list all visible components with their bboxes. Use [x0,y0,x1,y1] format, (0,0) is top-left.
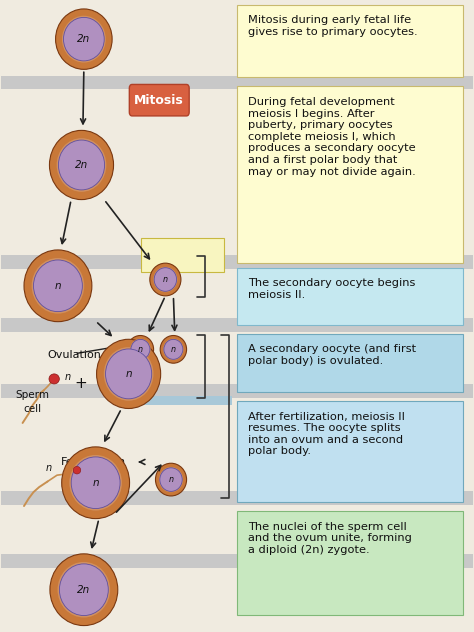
Ellipse shape [160,468,182,491]
FancyBboxPatch shape [141,238,224,272]
Text: +: + [74,377,87,391]
Text: n: n [125,369,132,379]
Text: n: n [92,478,99,488]
Ellipse shape [57,562,110,617]
Ellipse shape [155,463,187,496]
Ellipse shape [64,18,104,61]
Text: Fertilization: Fertilization [61,457,126,467]
Ellipse shape [150,263,181,296]
Text: 2n: 2n [77,34,91,44]
FancyBboxPatch shape [237,511,463,615]
Ellipse shape [154,268,177,291]
Ellipse shape [62,447,129,519]
Text: A secondary oocyte (and first
polar body) is ovulated.: A secondary oocyte (and first polar body… [248,344,416,366]
FancyBboxPatch shape [237,4,463,77]
Ellipse shape [62,16,106,63]
FancyBboxPatch shape [237,87,463,262]
Ellipse shape [49,130,114,200]
Text: Ovulation: Ovulation [47,350,101,360]
Ellipse shape [104,347,154,401]
Ellipse shape [32,258,84,313]
FancyBboxPatch shape [1,491,473,505]
Ellipse shape [49,374,59,384]
Ellipse shape [24,250,92,322]
Text: 2n: 2n [75,160,88,170]
Ellipse shape [106,349,152,399]
FancyBboxPatch shape [1,76,473,90]
Ellipse shape [58,140,105,190]
Text: n: n [46,463,52,473]
FancyBboxPatch shape [237,267,463,325]
Ellipse shape [159,467,183,492]
Ellipse shape [50,554,118,626]
Ellipse shape [97,339,161,408]
Text: n: n [138,345,143,354]
Ellipse shape [59,564,108,616]
Ellipse shape [69,455,122,511]
FancyBboxPatch shape [1,318,473,332]
FancyBboxPatch shape [237,401,463,502]
Ellipse shape [55,9,112,70]
Ellipse shape [131,339,150,360]
Ellipse shape [164,339,183,360]
Ellipse shape [153,267,177,292]
FancyBboxPatch shape [128,396,232,405]
Text: After fertilization, meiosis II
resumes. The oocyte splits
into an ovum and a se: After fertilization, meiosis II resumes.… [248,411,405,456]
Text: n: n [168,475,173,484]
FancyBboxPatch shape [1,255,473,269]
Ellipse shape [73,466,81,474]
Text: cell: cell [23,404,41,414]
Text: n: n [65,372,71,382]
Ellipse shape [160,336,187,363]
Text: Mitosis: Mitosis [134,94,184,107]
Ellipse shape [71,457,120,509]
FancyBboxPatch shape [1,384,473,398]
Text: 2n: 2n [77,585,91,595]
Text: The nuclei of the sperm cell
and the ovum unite, forming
a diploid (2n) zygote.: The nuclei of the sperm cell and the ovu… [248,522,412,555]
Ellipse shape [57,138,106,191]
FancyBboxPatch shape [129,85,189,116]
Ellipse shape [34,260,82,312]
Ellipse shape [127,336,154,363]
Ellipse shape [163,339,183,360]
Text: Sperm: Sperm [15,390,49,400]
Text: n: n [171,345,176,354]
Text: Mitosis during early fetal life
gives rise to primary oocytes.: Mitosis during early fetal life gives ri… [248,15,418,37]
Ellipse shape [130,339,151,360]
FancyBboxPatch shape [237,334,463,391]
FancyBboxPatch shape [1,554,473,568]
Text: n: n [55,281,61,291]
Text: During fetal development
meiosis I begins. After
puberty, primary oocytes
comple: During fetal development meiosis I begin… [248,97,416,176]
Text: The secondary oocyte begins
meiosis II.: The secondary oocyte begins meiosis II. [248,278,415,300]
Text: n: n [163,275,168,284]
